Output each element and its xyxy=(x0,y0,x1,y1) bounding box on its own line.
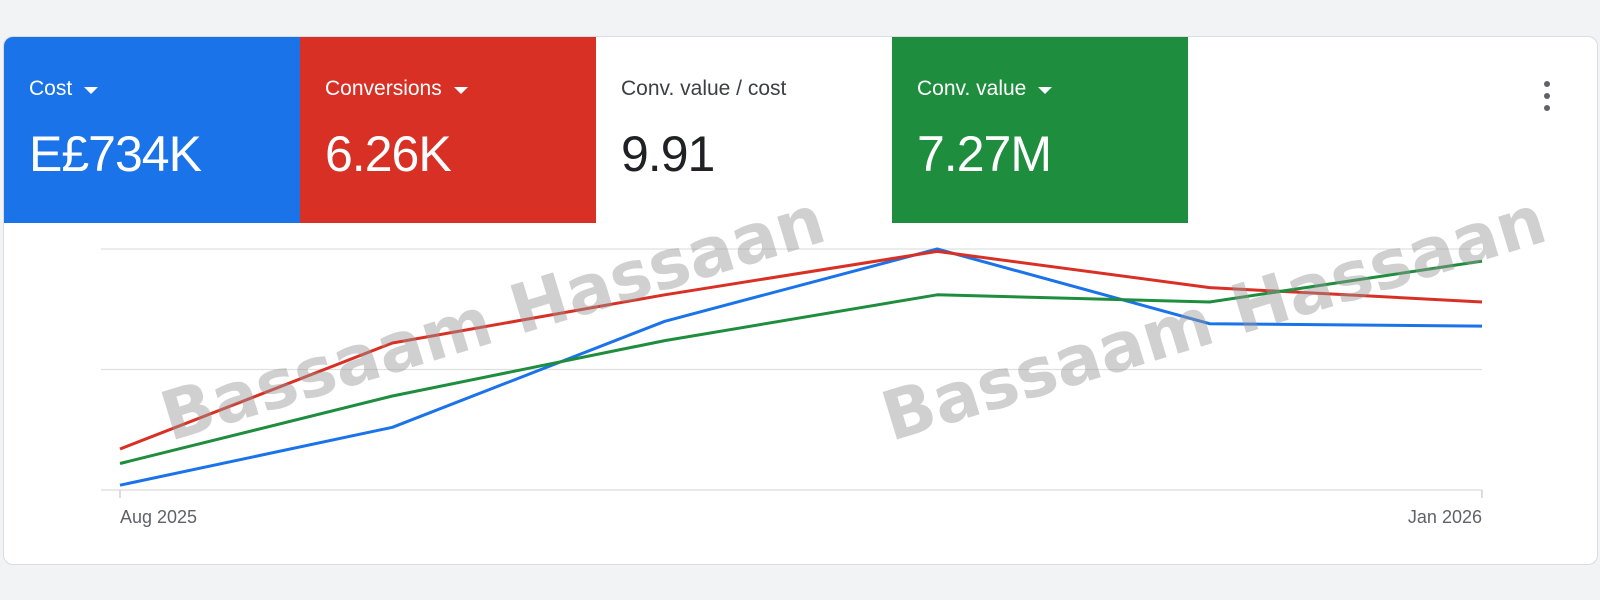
kebab-dot xyxy=(1544,81,1550,87)
chart-x-axis: Aug 2025 Jan 2026 xyxy=(120,507,1482,527)
metric-label-text: Conv. value / cost xyxy=(621,77,787,100)
metric-value-conversions: 6.26K xyxy=(325,126,452,182)
metric-tiles: Cost E£734K Conversions 6.26K Conv. valu… xyxy=(4,37,1188,223)
chart-series xyxy=(119,247,1483,487)
series-line-conversions xyxy=(119,249,1483,451)
metric-tile-conv-value-per-cost[interactable]: Conv. value / cost 9.91 xyxy=(596,37,892,223)
line-chart: Aug 2025 Jan 2026 xyxy=(101,247,1483,527)
kebab-dot xyxy=(1544,105,1550,111)
metric-label-cost[interactable]: Cost xyxy=(29,77,99,101)
metric-label-conv-value[interactable]: Conv. value xyxy=(917,77,1053,101)
dropdown-arrow-icon[interactable] xyxy=(453,86,468,94)
metric-value-cost: E£734K xyxy=(29,126,202,182)
metric-label-conv-value-per-cost[interactable]: Conv. value / cost xyxy=(621,77,786,101)
dropdown-arrow-icon[interactable] xyxy=(1038,86,1053,94)
series-line-conv_value xyxy=(119,259,1483,465)
metric-label-conversions[interactable]: Conversions xyxy=(325,77,468,101)
series-line-cost xyxy=(119,247,1483,487)
more-vert-icon[interactable] xyxy=(1537,81,1557,111)
x-tick-label-end: Jan 2026 xyxy=(1408,507,1482,527)
metric-label-text: Conversions xyxy=(325,77,442,100)
metric-tile-conv-value[interactable]: Conv. value 7.27M xyxy=(892,37,1188,223)
performance-card: Cost E£734K Conversions 6.26K Conv. valu… xyxy=(3,36,1598,565)
metric-value-conv-value-per-cost: 9.91 xyxy=(621,126,715,182)
metric-label-text: Cost xyxy=(29,77,73,100)
metric-label-text: Conv. value xyxy=(917,77,1027,100)
chart-gridlines xyxy=(101,248,1483,498)
kebab-dot xyxy=(1544,93,1550,99)
x-tick-label-start: Aug 2025 xyxy=(120,507,197,527)
metric-tile-conversions[interactable]: Conversions 6.26K xyxy=(300,37,596,223)
metric-tile-cost[interactable]: Cost E£734K xyxy=(4,37,300,223)
metric-value-conv-value: 7.27M xyxy=(917,126,1052,182)
dropdown-arrow-icon[interactable] xyxy=(84,86,99,94)
